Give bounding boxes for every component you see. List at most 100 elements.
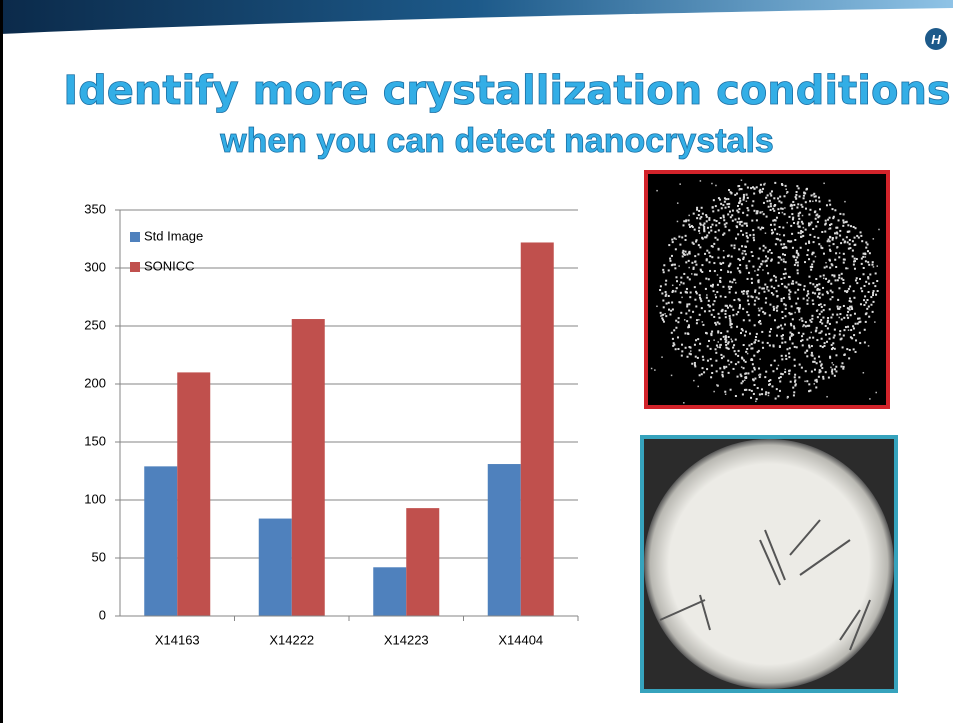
speckle — [847, 241, 849, 243]
speckle — [776, 310, 778, 312]
speckle — [818, 200, 820, 202]
speckle — [773, 306, 775, 308]
speckle — [792, 387, 794, 389]
speckle — [725, 394, 727, 396]
speckle — [843, 366, 845, 368]
speckle — [762, 250, 764, 252]
speckle — [696, 322, 698, 324]
speckle — [818, 376, 820, 378]
speckle — [669, 313, 671, 315]
speckle — [698, 244, 700, 246]
speckle — [711, 224, 713, 226]
speckle — [721, 357, 723, 359]
speckle — [767, 257, 769, 259]
speckle — [696, 319, 698, 321]
speckle — [777, 208, 779, 210]
speckle — [700, 300, 702, 302]
speckle — [681, 344, 683, 346]
speckle — [677, 336, 679, 338]
speckle — [791, 305, 793, 307]
speckle — [717, 274, 719, 276]
speckle — [825, 334, 827, 336]
speckle — [719, 199, 721, 201]
speckle — [812, 283, 814, 285]
speckle — [863, 299, 865, 301]
speckle — [848, 357, 850, 359]
speckle — [809, 209, 811, 211]
speckle — [833, 243, 835, 245]
speckle — [709, 255, 711, 257]
speckle — [742, 212, 744, 214]
speckle — [839, 252, 841, 254]
speckle — [751, 282, 753, 284]
speckle — [702, 324, 704, 326]
speckle — [702, 224, 704, 226]
speckle — [788, 296, 790, 298]
speckle — [824, 342, 826, 344]
speckle — [684, 332, 686, 334]
speckle — [776, 290, 778, 292]
speckle — [827, 322, 829, 324]
speckle — [815, 225, 817, 227]
speckle — [809, 346, 811, 348]
speckle — [763, 287, 765, 289]
speckle — [811, 371, 813, 373]
speckle — [720, 269, 722, 271]
speckle — [706, 250, 708, 252]
speckle — [820, 319, 822, 321]
speckle — [829, 250, 831, 252]
speckle — [660, 285, 662, 287]
speckle — [738, 298, 740, 300]
speckle — [723, 336, 725, 338]
x-tick-label: X14404 — [498, 632, 543, 647]
speckle — [747, 197, 749, 199]
speckle — [682, 224, 684, 226]
speckle — [758, 227, 760, 229]
speckle — [701, 373, 703, 375]
speckle — [864, 341, 866, 343]
speckle — [839, 306, 841, 308]
speckle — [791, 283, 793, 285]
speckle — [803, 192, 805, 194]
speckle — [816, 379, 818, 381]
speckle — [685, 251, 687, 253]
speckle — [781, 335, 783, 337]
speckle — [739, 305, 741, 307]
speckle — [781, 328, 783, 330]
speckle — [792, 247, 794, 249]
speckle — [696, 207, 698, 209]
speckle — [823, 278, 825, 280]
speckle — [877, 290, 879, 292]
speckle — [739, 221, 741, 223]
speckle — [761, 388, 763, 390]
speckle — [785, 369, 787, 371]
speckle — [822, 376, 824, 378]
speckle — [825, 223, 827, 225]
speckle — [675, 320, 677, 322]
speckle — [686, 288, 688, 290]
speckle — [691, 262, 693, 264]
speckle — [802, 235, 804, 237]
speckle — [710, 230, 712, 232]
speckle — [795, 383, 797, 385]
speckle — [805, 229, 807, 231]
speckle — [680, 277, 682, 279]
speckle — [849, 285, 851, 287]
speckle — [828, 333, 830, 335]
speckle — [865, 301, 867, 303]
speckle — [662, 319, 664, 321]
speckle — [843, 282, 845, 284]
speckle — [821, 231, 823, 233]
speckle — [772, 208, 774, 210]
speckle — [788, 216, 790, 218]
speckle — [783, 260, 785, 262]
speckle — [808, 224, 810, 226]
speckle — [714, 270, 716, 272]
speckle — [725, 339, 727, 341]
speckle — [756, 210, 758, 212]
speckle — [870, 296, 872, 298]
speckle — [785, 261, 787, 263]
speckle — [696, 274, 698, 276]
speckle — [705, 288, 707, 290]
speckle — [766, 265, 768, 267]
